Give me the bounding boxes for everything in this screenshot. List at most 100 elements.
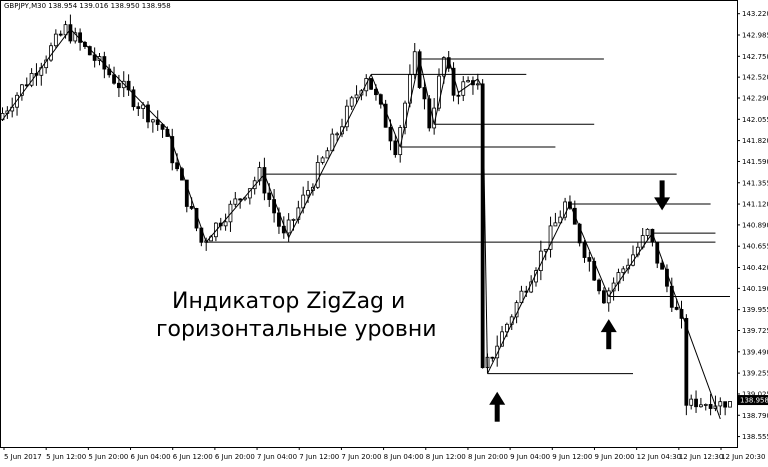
candle-body [708, 404, 713, 409]
symbol-header: GBPJPY,M30 138.954 139.016 138.950 138.9… [4, 2, 171, 10]
arrow-shaft [659, 180, 665, 199]
arrows [489, 180, 671, 422]
caption: Индикатор ZigZag и горизонтальные уровни [156, 289, 437, 342]
candle-body [306, 190, 310, 196]
candle-body [728, 401, 732, 408]
candle-body [548, 225, 553, 250]
x-tick-label: 12 Jun 12:30 [679, 453, 723, 461]
candle-body [213, 222, 218, 238]
y-axis: 143.220 142.985 142.750 142.520 142.290 142.0… [737, 10, 768, 441]
candle-body [155, 119, 160, 125]
y-tick-label: 142.520 [742, 74, 768, 82]
zigzag-segment [482, 88, 488, 374]
candle-body [703, 404, 708, 406]
x-tick-label: 6 Jun 04:00 [131, 453, 171, 461]
candle-body [112, 74, 116, 84]
candle-body [340, 126, 344, 135]
x-tick-label: 6 Jun 20:00 [215, 453, 255, 461]
y-tick-label: 139.490 [742, 348, 768, 356]
y-tick-label: 140.890 [742, 221, 768, 229]
zigzag-segment [458, 78, 479, 93]
y-tick-label: 140.420 [742, 264, 768, 272]
zigzag-segment [70, 28, 168, 130]
candle-body [335, 133, 340, 136]
candle-body [286, 219, 291, 234]
candle-body [684, 317, 689, 406]
zigzag-segment [399, 58, 421, 148]
candle-body [68, 24, 73, 42]
y-tick-label: 141.355 [742, 179, 768, 187]
candle-body [504, 323, 509, 333]
up-arrow [600, 319, 617, 350]
candle-body [718, 401, 723, 407]
y-tick-label: 138.555 [742, 433, 768, 441]
arrow-head [654, 197, 671, 211]
candle-body [587, 257, 592, 262]
arrow-head [600, 319, 617, 333]
candle-body [223, 221, 228, 227]
x-tick-label: 7 Jun 20:00 [341, 453, 381, 461]
y-tick-label: 138.790 [742, 412, 768, 420]
x-tick-label: 8 Jun 04:00 [384, 453, 424, 461]
plot-frame [0, 0, 738, 448]
candle-body [602, 290, 606, 304]
zigzag-segment [205, 173, 265, 243]
candle-body [325, 150, 330, 159]
up-arrow [489, 391, 506, 422]
zigzag-segment [166, 128, 207, 243]
x-tick-label: 5 Jun 2017 [4, 453, 42, 461]
candle-body [175, 162, 180, 170]
candle-body [58, 33, 63, 36]
x-tick-label: 6 Jun 12:00 [173, 453, 213, 461]
x-tick-label: 5 Jun 20:00 [88, 453, 128, 461]
y-tick-label: 142.055 [742, 116, 768, 124]
candle-body [131, 89, 136, 108]
y-tick-label: 141.590 [742, 158, 768, 166]
candle-body [257, 167, 262, 182]
candle-body [141, 104, 146, 109]
candle-body [441, 57, 446, 77]
candle-body [228, 203, 233, 223]
candle-body [238, 198, 243, 201]
candle-body [19, 84, 24, 96]
arrow-head [489, 391, 506, 405]
candle-body [495, 345, 500, 359]
candle-body [723, 401, 728, 408]
candle-body [475, 83, 480, 86]
candle-body [15, 94, 19, 108]
candle-body [621, 268, 626, 273]
candle-body [369, 78, 374, 90]
x-tick-label: 9 Jun 04:00 [510, 453, 550, 461]
candle-body [403, 102, 407, 128]
y-tick-label: 140.655 [742, 243, 768, 251]
candle-body [480, 83, 485, 369]
candle-body [92, 54, 97, 61]
candle-body [170, 136, 175, 164]
candle-body [126, 80, 131, 91]
candle-body [412, 51, 417, 76]
x-tick-label: 7 Jun 04:00 [257, 453, 297, 461]
zigzag-segment [487, 203, 571, 374]
zigzag-lines [2, 28, 721, 420]
candle-body [427, 98, 432, 129]
y-tick-label: 140.190 [742, 285, 768, 293]
y-tick-label: 139.725 [742, 327, 768, 335]
candle-body [553, 222, 558, 227]
candle-body [315, 162, 320, 188]
candle-body [490, 356, 495, 359]
zigzag-segment [263, 173, 290, 238]
candle-body [577, 223, 582, 244]
candle-body [597, 279, 601, 292]
candle-body [645, 228, 650, 236]
zigzag-segment [569, 203, 610, 297]
candle-body [674, 306, 679, 310]
y-tick-label: 141.820 [742, 137, 768, 145]
y-tick-label: 143.220 [742, 10, 768, 18]
x-tick-label: 9 Jun 20:00 [594, 453, 634, 461]
candle-body [136, 106, 141, 109]
candle-body [582, 242, 587, 258]
x-axis: 5 Jun 2017 5 Jun 12:00 5 Jun 20:00 6 Jun 04… [3, 447, 765, 461]
candle-body [393, 140, 398, 156]
candle-body [189, 206, 194, 209]
candle-body [422, 87, 427, 100]
